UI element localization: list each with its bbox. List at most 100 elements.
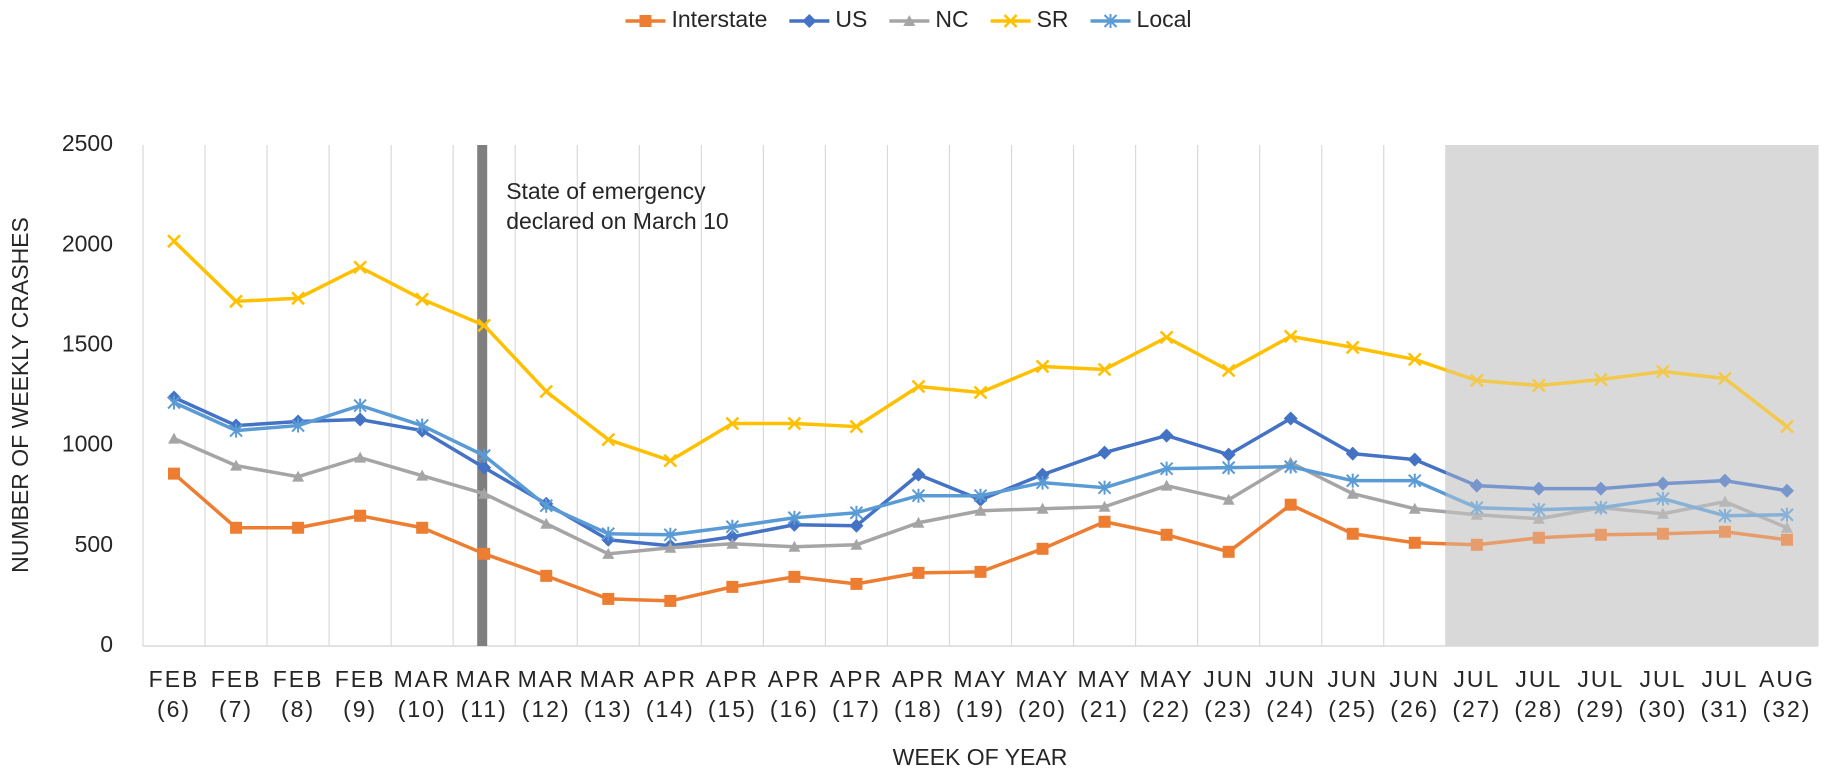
- data-point: [1717, 473, 1732, 488]
- data-point: [973, 385, 988, 400]
- data-point: [540, 517, 553, 529]
- data-point: [1346, 487, 1359, 499]
- data-point: [1718, 508, 1732, 523]
- data-point: [477, 318, 492, 333]
- data-point: [353, 398, 367, 413]
- data-point: [726, 537, 739, 549]
- data-point: [725, 519, 740, 534]
- data-point: [1656, 491, 1670, 506]
- x-tick-label: MAR (13): [580, 666, 637, 722]
- data-point: [1222, 493, 1235, 505]
- x-tick-label: JUN (23): [1203, 666, 1254, 722]
- legend: Interstate US NC SR Local: [625, 6, 1192, 32]
- data-point: [230, 521, 243, 534]
- data-point: [1593, 372, 1608, 387]
- data-point: [1159, 330, 1174, 345]
- legend-marker: [802, 14, 817, 28]
- data-point: [229, 423, 243, 438]
- data-point: [415, 418, 429, 433]
- data-point: [1656, 507, 1669, 519]
- legend-item: Interstate: [625, 6, 767, 32]
- data-point: [1345, 340, 1360, 355]
- data-point: [787, 510, 802, 525]
- data-point: [912, 516, 925, 528]
- data-point: [168, 432, 181, 444]
- data-point: [354, 451, 367, 463]
- data-point: [601, 526, 615, 541]
- data-point: [1036, 542, 1049, 555]
- data-point: [664, 541, 677, 553]
- legend-label: NC: [935, 6, 968, 32]
- data-point: [602, 547, 615, 559]
- x-tick-label: MAY (20): [1015, 666, 1069, 722]
- x-tick-label: APR (17): [830, 666, 883, 722]
- data-point: [539, 498, 553, 513]
- data-point: [1159, 428, 1174, 443]
- data-point: [1780, 533, 1793, 546]
- x-tick-label: MAY (21): [1078, 666, 1132, 722]
- x-tick-label: MAY (22): [1140, 666, 1194, 722]
- y-axis-label: NUMBER OF WEEKLY CRASHES: [7, 217, 33, 573]
- x-tick-label: MAR (10): [394, 666, 451, 722]
- legend-label: US: [835, 6, 867, 32]
- legend-label: Interstate: [671, 6, 767, 32]
- data-point: [1656, 364, 1670, 379]
- data-point: [911, 467, 926, 482]
- data-point: [1470, 500, 1484, 515]
- series: [168, 432, 1793, 559]
- highlight-overlay: [1445, 145, 1818, 646]
- data-point: [973, 488, 988, 503]
- x-tick-label: APR (16): [768, 666, 821, 722]
- data-point: [1221, 363, 1236, 378]
- data-point: [1780, 419, 1794, 434]
- data-point: [1594, 500, 1608, 515]
- series: [167, 395, 1794, 542]
- legend-marker: [903, 15, 916, 26]
- legend-item: Local: [1090, 6, 1192, 32]
- data-point: [1408, 473, 1422, 488]
- data-point: [1283, 329, 1298, 344]
- data-point: [353, 260, 368, 275]
- data-point: [1035, 359, 1050, 374]
- annotation: State of emergency: [506, 178, 706, 204]
- data-point: [540, 569, 553, 582]
- data-point: [911, 379, 926, 394]
- data-point: [1780, 507, 1794, 522]
- data-point: [416, 521, 429, 534]
- legend-marker: [1003, 14, 1018, 28]
- data-point: [787, 416, 802, 431]
- data-point: [1532, 531, 1545, 544]
- data-point: [1531, 481, 1546, 496]
- data-point: [602, 592, 615, 605]
- data-point: [478, 487, 491, 499]
- data-point: [1593, 481, 1608, 496]
- data-point: [1718, 525, 1731, 538]
- data-point: [292, 470, 305, 482]
- data-point: [1097, 445, 1112, 460]
- x-tick-label: JUN (25): [1327, 666, 1378, 722]
- data-point: [725, 529, 740, 544]
- x-tick-label: JUL (27): [1452, 666, 1501, 722]
- data-point: [415, 292, 430, 307]
- data-point: [911, 488, 926, 503]
- data-point: [1036, 502, 1049, 514]
- x-tick-label: JUL (31): [1700, 666, 1749, 722]
- series: [168, 467, 1793, 607]
- data-point: [477, 460, 492, 475]
- data-point: [1098, 500, 1111, 512]
- data-point: [1469, 478, 1484, 493]
- data-point: [1221, 447, 1236, 462]
- data-point: [726, 580, 739, 593]
- x-tick-label: FEB (6): [149, 666, 200, 722]
- x-tick-label: FEB (7): [211, 666, 262, 722]
- data-point: [849, 505, 864, 520]
- data-point: [291, 418, 305, 433]
- data-point: [1407, 452, 1422, 467]
- x-tick-label: JUL (29): [1576, 666, 1625, 722]
- y-tick-label: 1000: [62, 431, 113, 457]
- data-point: [416, 469, 429, 481]
- data-point: [1221, 460, 1236, 475]
- x-tick-label: JUL (28): [1514, 666, 1563, 722]
- data-point: [1283, 411, 1298, 426]
